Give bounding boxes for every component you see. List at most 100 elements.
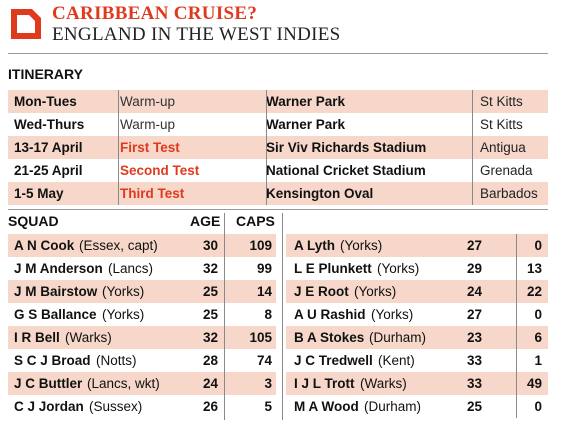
itinerary-event: Warm-up <box>120 94 176 109</box>
squad-row: G S Ballance (Yorks) 25 8 <box>8 303 276 326</box>
player-name: I J L Trott <box>294 376 355 391</box>
itinerary-place: Barbados <box>480 186 538 201</box>
player-age: 33 <box>466 353 482 368</box>
itinerary-dates: 1-5 May <box>14 186 64 201</box>
player-name: J E Root <box>294 284 349 299</box>
player-caps: 74 <box>256 353 272 368</box>
itinerary-venue: Warner Park <box>266 117 346 132</box>
player-age: 24 <box>466 284 482 299</box>
squad-row: I J L Trott (Warks) 33 49 <box>286 372 548 395</box>
player-caps: 3 <box>264 376 272 391</box>
player-caps: 6 <box>534 330 542 345</box>
itinerary-event: First Test <box>120 140 180 155</box>
itinerary-column-divider <box>472 90 473 205</box>
player-club: (Durham) <box>369 330 427 345</box>
squad-row: M A Wood (Durham) 25 0 <box>286 395 548 418</box>
itinerary-place: Grenada <box>480 163 533 178</box>
player-caps: 109 <box>249 238 272 253</box>
squad-row: C J Jordan (Sussex) 26 5 <box>8 395 276 418</box>
player-age: 26 <box>202 399 218 414</box>
player-club: (Yorks) <box>340 238 383 253</box>
player-club: (Yorks) <box>102 307 145 322</box>
player-club: (Warks) <box>360 376 407 391</box>
itinerary-row: Wed-Thurs Warm-up Warner Park St Kitts <box>8 113 548 136</box>
player-age: 23 <box>466 330 482 345</box>
player-name: J M Bairstow <box>14 284 98 299</box>
player-caps: 5 <box>264 399 272 414</box>
player-age: 30 <box>202 238 218 253</box>
player-age: 25 <box>466 399 482 414</box>
player-club: (Sussex) <box>89 399 143 414</box>
player-name: A U Rashid <box>294 307 366 322</box>
squad-divider <box>8 209 548 210</box>
itinerary-place: St Kitts <box>480 117 523 132</box>
player-name: S C J Broad <box>14 353 91 368</box>
player-age: 32 <box>202 330 218 345</box>
player-name: J C Tredwell <box>294 353 373 368</box>
itinerary-place: Antigua <box>480 140 526 155</box>
squad-column-divider <box>516 234 517 418</box>
squad-row: I R Bell (Warks) 32 105 <box>8 326 276 349</box>
player-age: 33 <box>466 376 482 391</box>
itinerary-row: 1-5 May Third Test Kensington Oval Barbados <box>8 182 548 205</box>
player-caps: 105 <box>249 330 272 345</box>
itinerary-venue: Kensington Oval <box>266 186 374 201</box>
itinerary-venue: National Cricket Stadium <box>266 163 426 178</box>
itinerary-column-divider <box>266 90 267 205</box>
player-name: C J Jordan <box>14 399 84 414</box>
player-age: 27 <box>466 238 482 253</box>
player-caps: 13 <box>526 261 542 276</box>
squad-row: S C J Broad (Notts) 28 74 <box>8 349 276 372</box>
page-subtitle: ENGLAND IN THE WEST INDIES <box>52 24 341 45</box>
player-name: J M Anderson <box>14 261 103 276</box>
player-name: A Lyth <box>294 238 335 253</box>
player-age: 32 <box>202 261 218 276</box>
squad-row: J C Tredwell (Kent) 33 1 <box>286 349 548 372</box>
player-age: 29 <box>466 261 482 276</box>
player-caps: 0 <box>534 238 542 253</box>
itinerary-venue: Warner Park <box>266 94 346 109</box>
newspaper-logo-icon <box>11 9 41 39</box>
player-caps: 0 <box>534 399 542 414</box>
player-club: (Durham) <box>364 399 422 414</box>
player-club: (Yorks) <box>102 284 145 299</box>
squad-row: A N Cook (Essex, capt) 30 109 <box>8 234 276 257</box>
player-name: A N Cook <box>14 238 75 253</box>
squad-row: J E Root (Yorks) 24 22 <box>286 280 548 303</box>
player-club: (Lancs) <box>108 261 154 276</box>
squad-row: B A Stokes (Durham) 23 6 <box>286 326 548 349</box>
squad-column-divider <box>282 213 283 420</box>
squad-row: J M Anderson (Lancs) 32 99 <box>8 257 276 280</box>
itinerary-dates: 21-25 April <box>14 163 83 178</box>
player-club: (Warks) <box>65 330 112 345</box>
player-name: M A Wood <box>294 399 359 414</box>
squad-row: L E Plunkett (Yorks) 29 13 <box>286 257 548 280</box>
itinerary-venue: Sir Viv Richards Stadium <box>266 140 427 155</box>
player-caps: 22 <box>526 284 542 299</box>
player-club: (Kent) <box>378 353 415 368</box>
itinerary-column-divider <box>118 90 119 205</box>
player-age: 28 <box>202 353 218 368</box>
player-age: 25 <box>202 284 218 299</box>
itinerary-row: Mon-Tues Warm-up Warner Park St Kitts <box>8 90 548 113</box>
player-club: (Yorks) <box>377 261 420 276</box>
player-age: 27 <box>466 307 482 322</box>
itinerary-event: Warm-up <box>120 117 176 132</box>
itinerary-dates: Wed-Thurs <box>14 117 85 132</box>
page-title: CARIBBEAN CRUISE? <box>52 3 258 24</box>
player-club: (Essex, capt) <box>79 238 158 253</box>
player-name: G S Ballance <box>14 307 97 322</box>
squad-row: A Lyth (Yorks) 27 0 <box>286 234 548 257</box>
itinerary-heading: ITINERARY <box>8 66 83 82</box>
itinerary-row: 13-17 April First Test Sir Viv Richards St… <box>8 136 548 159</box>
itinerary-dates: Mon-Tues <box>14 94 77 109</box>
itinerary-row: 21-25 April Second Test National Cricket S… <box>8 159 548 182</box>
caps-column-heading: CAPS <box>236 213 275 229</box>
player-club: (Lancs, wkt) <box>87 376 160 391</box>
player-name: L E Plunkett <box>294 261 372 276</box>
player-caps: 99 <box>256 261 272 276</box>
player-club: (Yorks) <box>354 284 397 299</box>
player-age: 25 <box>202 307 218 322</box>
player-caps: 8 <box>264 307 272 322</box>
player-club: (Yorks) <box>371 307 414 322</box>
